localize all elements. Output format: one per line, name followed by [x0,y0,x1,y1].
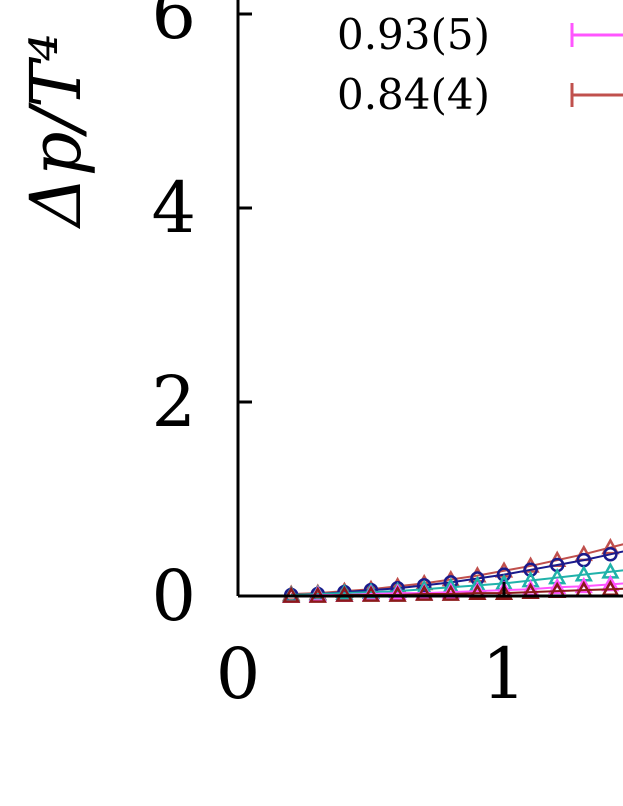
data-point [415,584,434,601]
legend-label: 0.84(4) [337,70,490,119]
y-tick-label: 4 [151,167,196,249]
x-tick-label: 1 [482,633,527,715]
data-point [416,578,432,593]
data-point [521,582,540,599]
data-point [441,584,460,601]
data-point [388,585,407,602]
legend: 0.93(5) 0.84(4) [337,10,623,119]
data-point [601,537,620,555]
y-tick-label: 6 [151,0,196,55]
data-point [548,577,567,595]
y-tick-label: 0 [151,555,196,637]
legend-label: 0.93(5) [337,10,490,59]
data-point [335,585,354,602]
data-point [494,583,514,600]
y-axis-label-group: Δp/T⁴ [15,33,97,230]
data-point [574,576,593,594]
data-point [361,585,381,602]
tick-labels: 0 2 4 6 0 1 [151,0,526,715]
data-point [468,583,487,600]
data-marks [282,537,623,603]
x-tick-label: 0 [216,633,261,715]
y-tick-label: 2 [151,361,196,443]
axes [236,0,623,598]
data-point [603,547,618,562]
y-axis-label: Δp/T⁴ [15,33,97,230]
